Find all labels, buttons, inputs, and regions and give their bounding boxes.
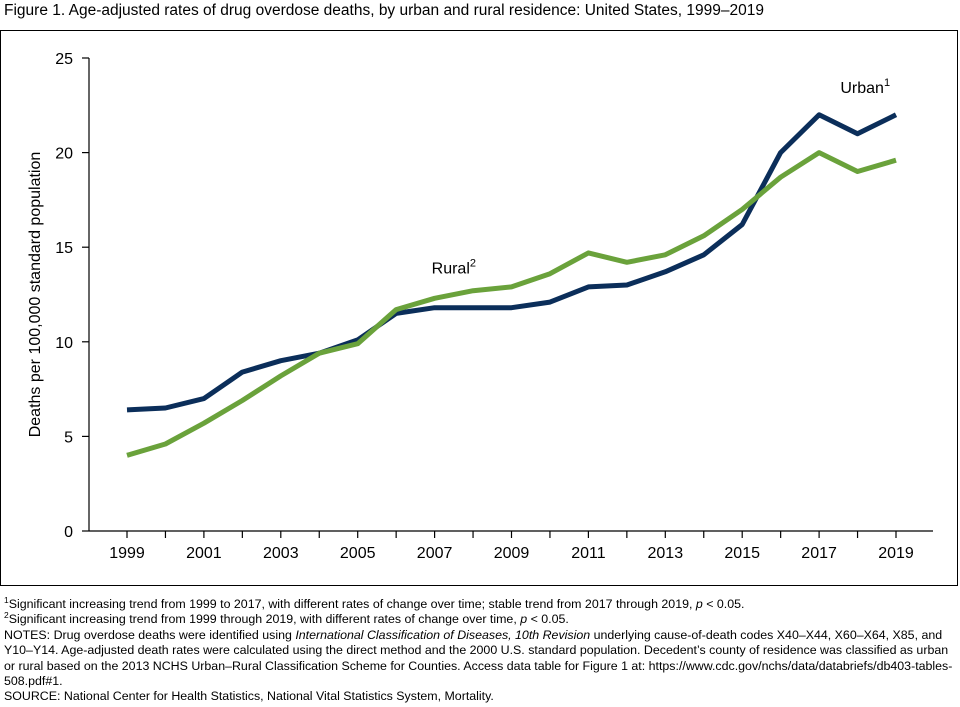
x-tick-label: 2019 [878,545,914,562]
notes-paragraph: NOTES: Drug overdose deaths were identif… [4,628,958,690]
chart-axes: 0 5 10 15 20 25 1999 2001 2003 2005 2007 2009 2011 20… [27,51,933,562]
x-tick-label: 2013 [648,545,684,562]
notes-icd-title: International Classification of Diseases… [295,627,591,642]
chart-series-labels: Urban1 Rural2 [432,77,890,278]
chart-series-lines [126,112,898,458]
x-tick-label: 1999 [109,545,145,562]
y-tick-label: 0 [64,524,73,541]
footnote-1-p: p [695,597,703,611]
notes-text-end: underlying cause-of-death codes X40–X44,… [4,627,953,689]
footnote-1: 1Significant increasing trend from 1999 … [4,594,958,612]
footnote-2-marker: 2 [4,610,9,621]
series-line-urban [126,112,898,413]
x-tick-label: 2009 [494,545,530,562]
footnote-1-text: Significant increasing trend from 1999 t… [8,597,696,611]
figure-title: Figure 1. Age-adjusted rates of drug ove… [4,2,764,19]
y-tick-label: 5 [64,429,73,446]
notes-text-start: NOTES: Drug overdose deaths were identif… [4,627,296,642]
y-tick-label: 20 [55,146,73,163]
footnote-1-marker: 1 [4,594,9,605]
footnote-2-text: Significant increasing trend from 1999 t… [8,612,521,627]
footnote-2-end: < 0.05. [527,612,569,627]
y-tick-label: 10 [55,335,73,352]
x-tick-label: 2017 [801,545,837,562]
x-tick-label: 2015 [724,545,760,562]
series-label-superscript: 2 [470,258,476,270]
chart-frame: 0 5 10 15 20 25 1999 2001 2003 2005 2007 2009 2011 20… [0,30,958,586]
y-tick-label: 25 [55,51,73,68]
series-label-urban: Urban1 [840,77,890,97]
y-tick-label: 15 [55,240,73,257]
x-tick-label: 2001 [186,545,222,562]
series-label-text: Rural [432,261,470,278]
x-tick-label: 2003 [263,545,299,562]
series-label-rural: Rural2 [432,258,476,278]
line-chart: 0 5 10 15 20 25 1999 2001 2003 2005 2007 2009 2011 20… [27,51,933,562]
figure-notes: 1Significant increasing trend from 1999 … [4,594,958,705]
footnote-2: 2Significant increasing trend from 1999 … [4,610,958,627]
source-line: SOURCE: National Center for Health Stati… [4,689,494,704]
series-line-rural [126,150,897,458]
y-axis-title: Deaths per 100,000 standard population [27,152,44,438]
footnote-2-p: p [520,612,528,627]
x-tick-label: 2007 [417,545,453,562]
footnote-1-end: < 0.05. [702,597,745,611]
x-tick-label: 2011 [571,545,606,562]
x-tick-label: 2005 [340,545,376,562]
series-label-text: Urban [840,80,884,97]
series-label-superscript: 1 [884,77,890,89]
